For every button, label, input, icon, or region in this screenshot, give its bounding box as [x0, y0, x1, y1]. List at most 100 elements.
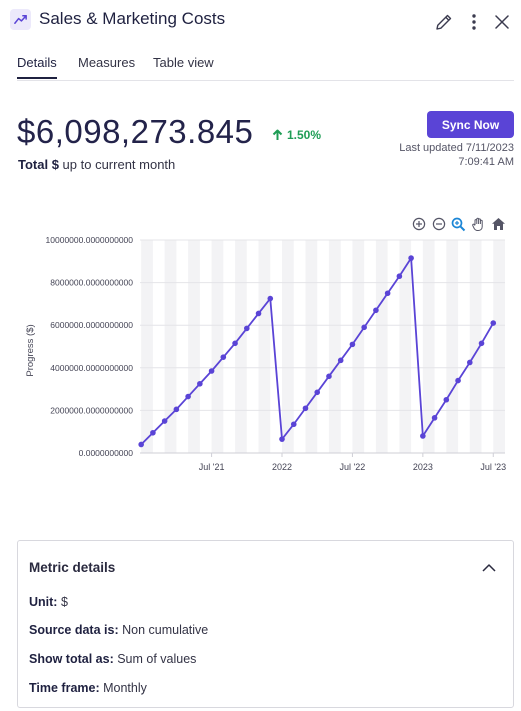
tab-table-view[interactable]: Table view [153, 55, 214, 70]
data-point [361, 324, 367, 331]
data-point [478, 340, 485, 347]
grid-band [469, 240, 482, 453]
arrow-up-icon [272, 129, 283, 140]
data-point [208, 368, 215, 374]
data-point [161, 418, 168, 424]
more-vertical-icon[interactable] [463, 10, 485, 34]
detail-time-frame: Time frame: Monthly [29, 681, 147, 695]
data-point [244, 325, 250, 332]
y-tick-label: 0.0000000000 [79, 448, 134, 458]
data-point [420, 433, 426, 439]
data-point [302, 405, 309, 412]
zoom-select-icon[interactable] [450, 216, 467, 233]
grid-band [328, 240, 341, 453]
y-axis-title: Progress ($) [25, 324, 36, 376]
change-indicator: 1.50% [272, 128, 321, 142]
grid-band [235, 240, 247, 453]
data-point [443, 396, 450, 403]
detail-show-total: Show total as: Sum of values [29, 652, 196, 666]
last-updated-time: 7:09:41 AM [458, 156, 514, 168]
grid-band [493, 240, 505, 453]
last-updated: Last updated 7/11/2023 7:09:41 AM [399, 141, 514, 169]
tab-details[interactable]: Details [17, 55, 57, 79]
detail-unit: Unit: $ [29, 595, 68, 609]
grid-band [164, 240, 177, 453]
data-point [290, 421, 297, 428]
close-icon[interactable] [491, 10, 513, 34]
data-point [337, 357, 344, 364]
data-point [384, 290, 391, 297]
subtitle-bold: Total $ [18, 157, 59, 172]
edit-pencil-icon[interactable] [433, 10, 455, 34]
metric-total-value: $6,098,273.845 [17, 113, 254, 150]
data-point [197, 380, 203, 387]
data-point [373, 307, 379, 314]
data-point [314, 389, 321, 396]
grid-band [399, 240, 412, 453]
grid-band [141, 240, 153, 453]
page-title: Sales & Marketing Costs [39, 9, 226, 28]
x-tick-label: Jul '23 [480, 462, 506, 472]
data-point [173, 406, 180, 413]
y-tick-label: 2000000.0000000000 [50, 405, 133, 415]
detail-total-label: Show total as: [29, 652, 114, 666]
detail-total-value: Sum of values [113, 652, 197, 666]
metric-details-panel: Metric details Unit: $ Source data is: N… [17, 540, 514, 708]
grid-band [375, 240, 388, 453]
home-reset-icon[interactable] [490, 216, 507, 233]
data-point [255, 310, 262, 317]
y-tick-label: 4000000.0000000000 [50, 363, 133, 373]
data-point [396, 273, 403, 280]
trend-up-icon [10, 9, 31, 30]
data-point [466, 359, 473, 366]
grid-band [352, 240, 365, 453]
data-point [138, 441, 144, 448]
data-point [185, 393, 191, 400]
x-tick-label: Jul '21 [199, 462, 225, 472]
data-point [455, 377, 461, 384]
grid-band [188, 240, 200, 453]
detail-source-label: Source data is: [29, 623, 119, 637]
x-tick-label: 2023 [413, 462, 433, 472]
data-point [490, 320, 497, 326]
y-tick-label: 10000000.0000000000 [46, 235, 134, 245]
y-tick-label: 8000000.0000000000 [50, 278, 133, 288]
progress-line-chart: 0.0000000000 2000000.0000000000 4000000.00… [25, 235, 506, 472]
header: Sales & Marketing Costs [0, 0, 521, 44]
pan-hand-icon[interactable] [470, 216, 487, 233]
data-point [408, 255, 414, 261]
metric-subtitle: Total $ up to current month [18, 157, 175, 172]
tab-measures[interactable]: Measures [78, 55, 136, 70]
detail-source-data: Source data is: Non cumulative [29, 623, 208, 637]
grid-band [258, 240, 271, 453]
data-point [279, 436, 285, 442]
data-point [232, 340, 238, 347]
last-updated-date: Last updated 7/11/2023 [399, 142, 514, 154]
x-tick-label: Jul '22 [340, 462, 366, 472]
detail-timeframe-value: Monthly [99, 681, 147, 695]
grid-band [422, 240, 435, 453]
chevron-up-icon[interactable] [479, 559, 499, 575]
subtitle-text: up to current month [58, 157, 176, 172]
zoom-out-icon[interactable] [430, 216, 447, 233]
x-tick-label: 2022 [272, 462, 292, 472]
data-point [150, 429, 156, 436]
grid-band [282, 240, 294, 453]
chart-toolbar [410, 215, 507, 233]
grid-band [446, 240, 459, 453]
metric-details-title: Metric details [29, 560, 116, 575]
data-point [220, 354, 227, 360]
grid-band [305, 240, 318, 453]
change-percent: 1.50% [287, 128, 322, 142]
y-tick-label: 6000000.0000000000 [50, 320, 133, 330]
zoom-in-icon[interactable] [410, 216, 427, 233]
grid-band [211, 240, 224, 453]
detail-unit-value: $ [57, 595, 68, 609]
detail-unit-label: Unit: [29, 595, 58, 609]
data-point [267, 295, 274, 302]
detail-source-value: Non cumulative [118, 623, 209, 637]
data-point [349, 341, 356, 348]
data-point [431, 415, 438, 421]
data-point [326, 373, 332, 380]
sync-now-button[interactable]: Sync Now [427, 111, 514, 138]
